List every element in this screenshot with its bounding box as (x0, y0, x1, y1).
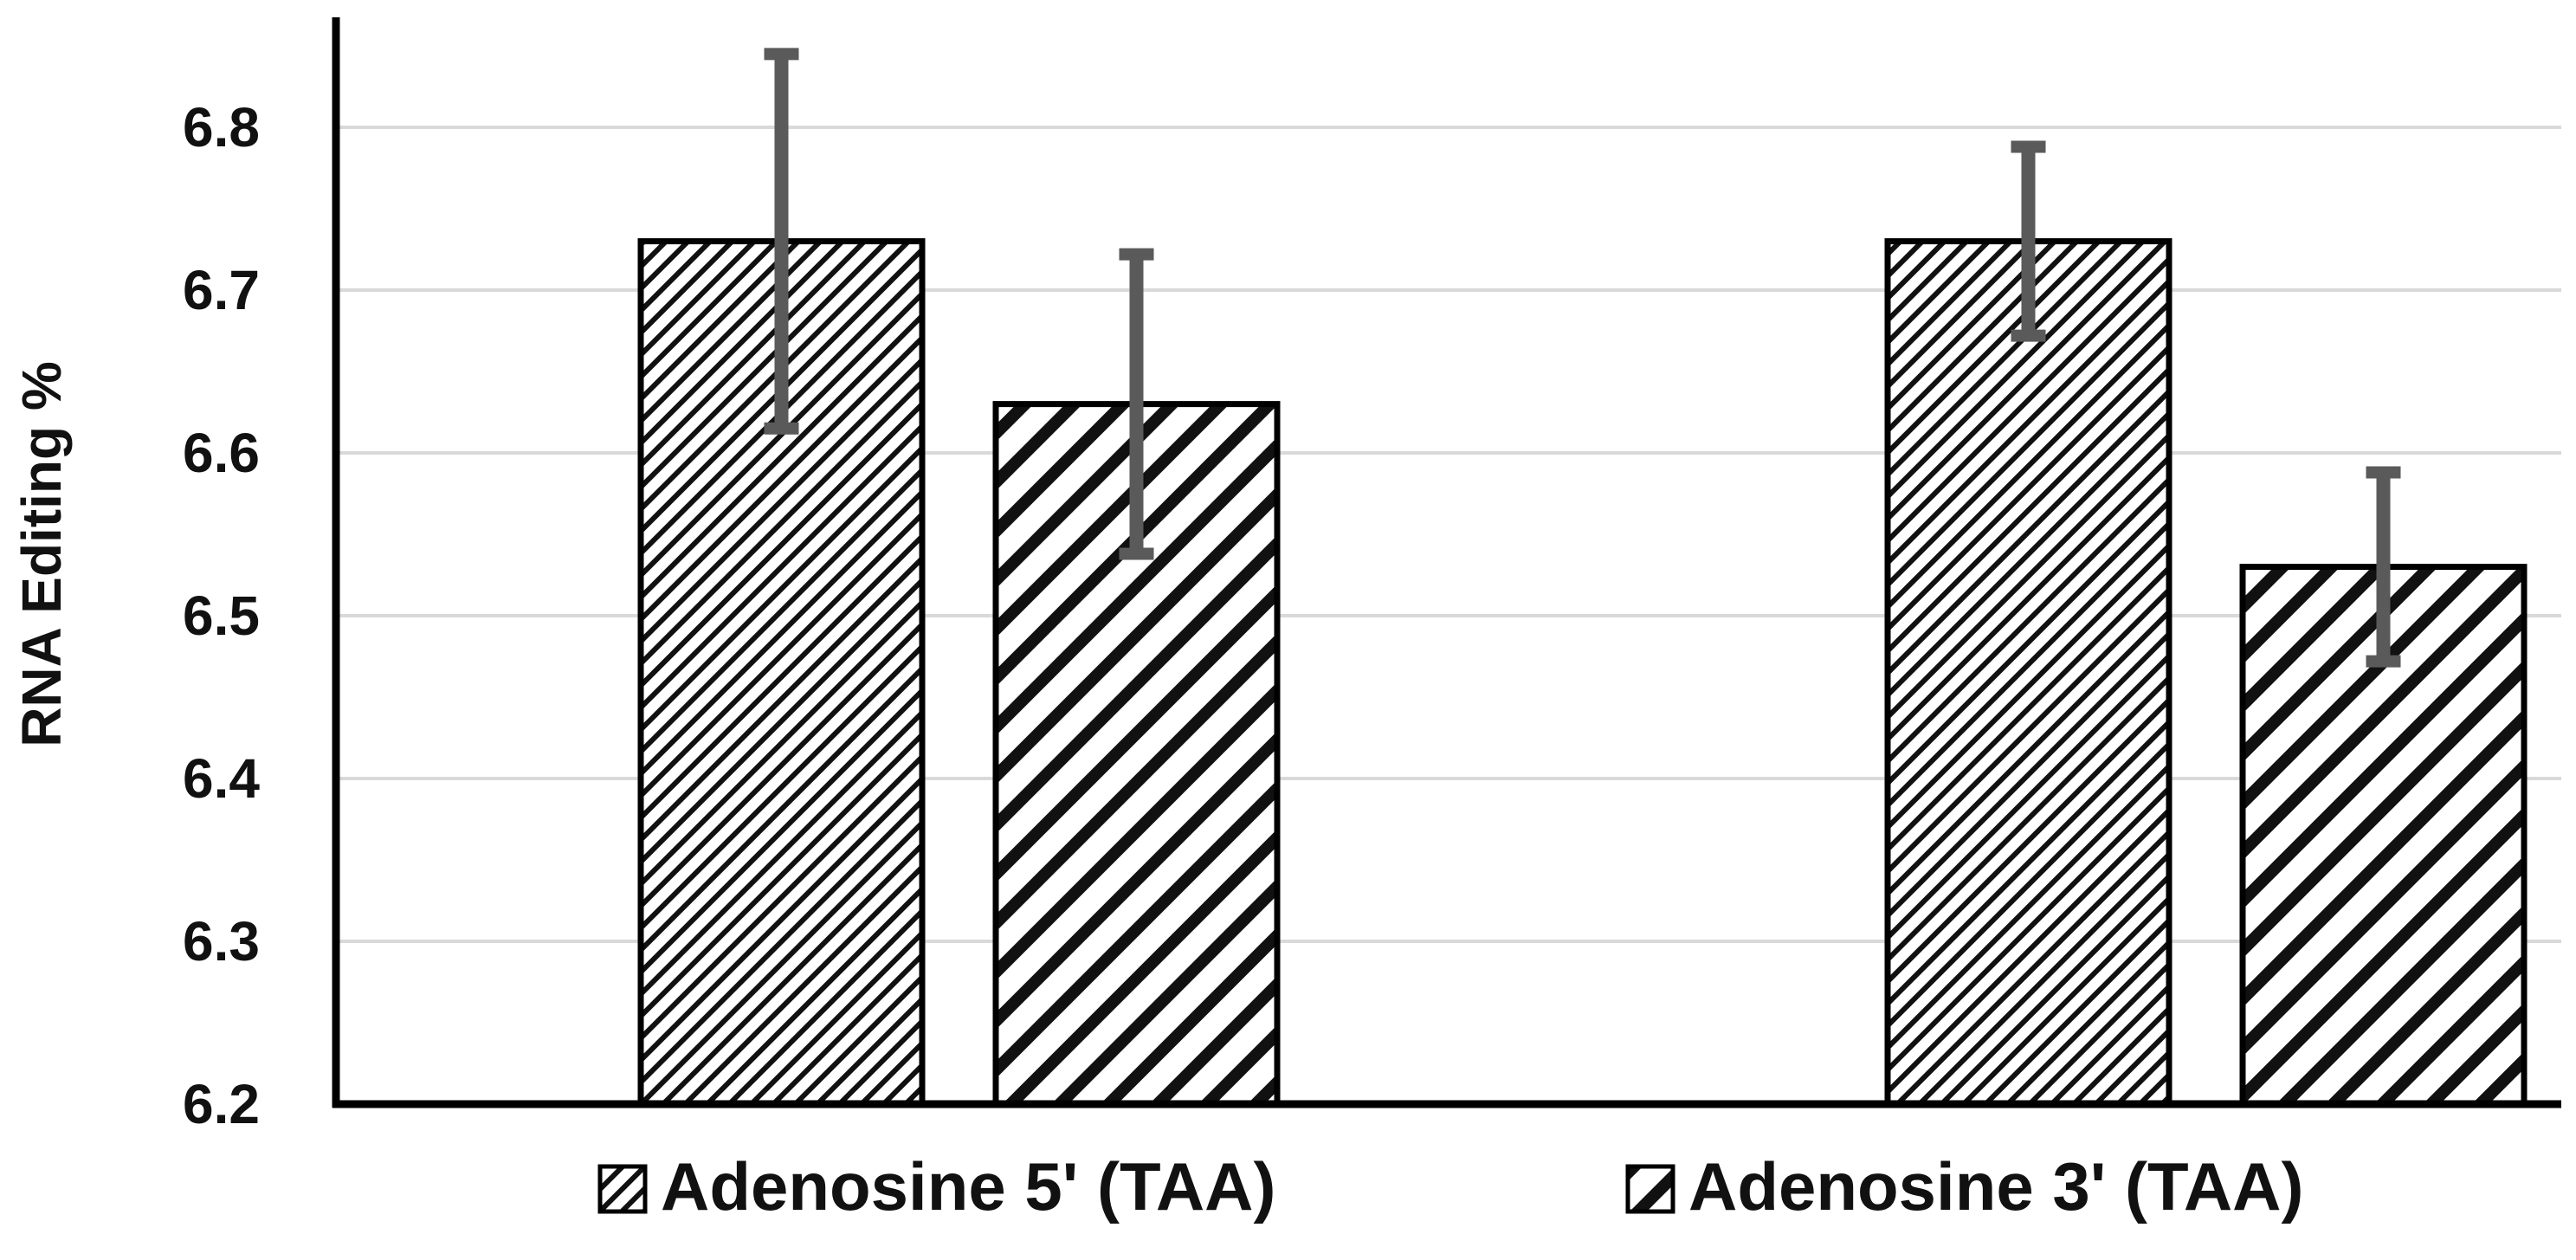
bar-series1-group2 (1884, 238, 2172, 1108)
y-tick-labels: 6.2 6.3 6.4 6.5 6.6 6.7 6.8 (183, 96, 260, 1135)
y-tick-label: 6.3 (183, 910, 260, 972)
legend-label-series1: Adenosine 5' (TAA) (661, 1148, 1275, 1224)
legend-swatch-series2 (1625, 1164, 1675, 1214)
y-tick-label: 6.2 (183, 1073, 260, 1135)
y-tick-label: 6.6 (183, 422, 260, 484)
y-tick-label: 6.4 (183, 747, 260, 810)
y-tick-label: 6.7 (183, 259, 260, 321)
y-axis-title: RNA Editing % (10, 361, 73, 747)
legend-label-series2: Adenosine 3' (TAA) (1688, 1148, 2303, 1224)
y-tick-label: 6.8 (183, 96, 260, 158)
legend-swatch-series1 (597, 1164, 648, 1214)
legend: Adenosine 5' (TAA) Adenosine 3' (TAA) (597, 1148, 2303, 1224)
axes (332, 17, 2561, 1108)
y-tick-label: 6.5 (183, 585, 260, 647)
bars (637, 238, 2528, 1108)
error-bars (764, 48, 2401, 668)
